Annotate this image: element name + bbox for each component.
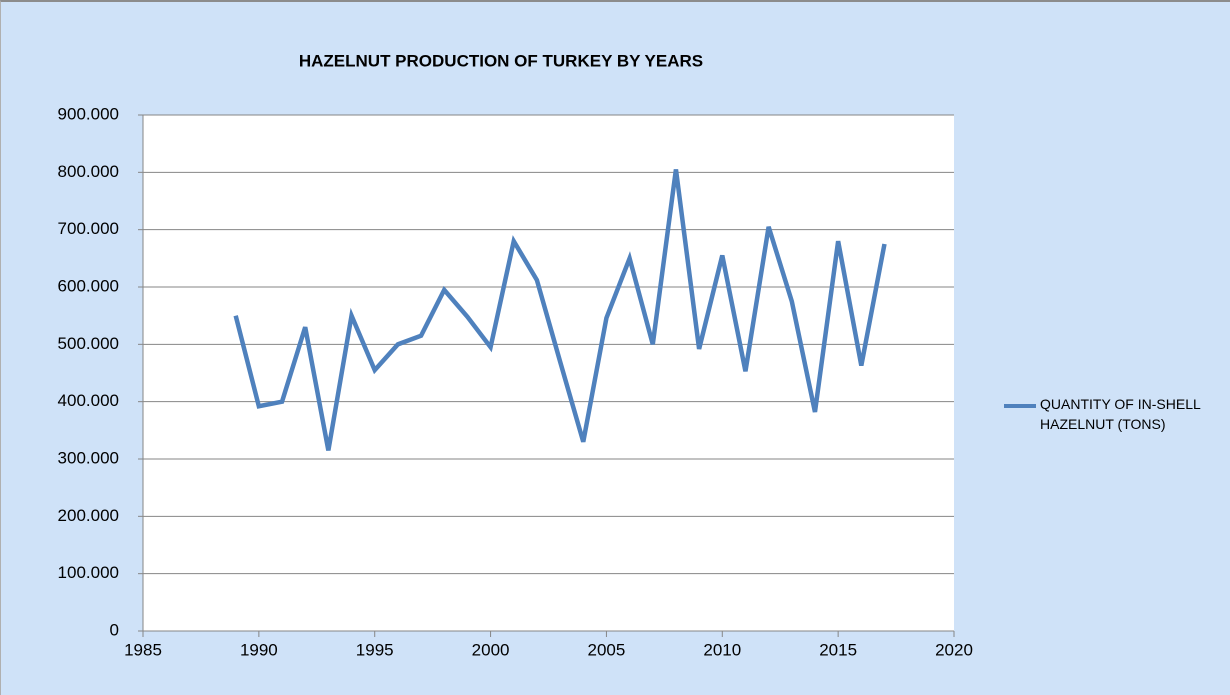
x-tick-label: 2005 xyxy=(588,640,626,659)
y-tick-label: 100.000 xyxy=(58,563,119,582)
plot-area xyxy=(143,115,954,631)
x-tick-label: 1995 xyxy=(356,640,394,659)
y-tick-label: 0 xyxy=(110,620,119,639)
legend-label: QUANTITY OF IN-SHELL HAZELNUT (TONS) xyxy=(1040,396,1201,432)
data-line xyxy=(233,169,887,451)
legend: QUANTITY OF IN-SHELL HAZELNUT (TONS) xyxy=(1004,394,1230,434)
y-tick-label: 800.000 xyxy=(58,162,119,181)
x-tick-label: 2010 xyxy=(703,640,741,659)
y-tick-label: 400.000 xyxy=(58,391,119,410)
y-tick-label: 300.000 xyxy=(58,448,119,467)
y-tick-label: 700.000 xyxy=(58,219,119,238)
y-tick-label: 900.000 xyxy=(58,104,119,123)
y-tick-label: 500.000 xyxy=(58,334,119,353)
x-tick-label: 1990 xyxy=(240,640,278,659)
x-tick-label: 2015 xyxy=(819,640,857,659)
chart-title: HAZELNUT PRODUCTION OF TURKEY BY YEARS xyxy=(299,51,703,70)
x-tick-label: 2000 xyxy=(472,640,510,659)
legend-swatch xyxy=(1004,404,1036,408)
y-tick-label: 200.000 xyxy=(58,506,119,525)
y-tick-label: 600.000 xyxy=(58,276,119,295)
x-tick-label: 2020 xyxy=(935,640,973,659)
x-tick-label: 1985 xyxy=(124,640,162,659)
